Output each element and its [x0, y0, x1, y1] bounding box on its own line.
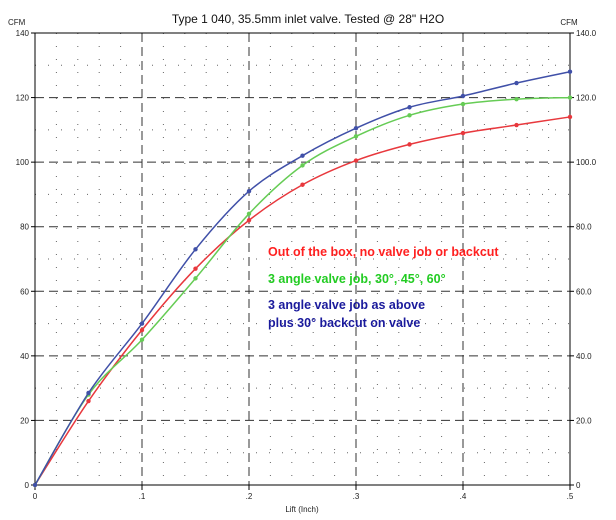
y-tick-label-left: 120: [16, 94, 30, 103]
series-3-point: [300, 153, 305, 158]
x-tick-label: 0: [33, 492, 38, 501]
series-2-point: [567, 95, 573, 100]
y-tick-label-right: 40.0: [576, 352, 592, 361]
x-tick-label: .4: [460, 492, 467, 501]
grid: [35, 33, 570, 485]
series-2-point: [139, 337, 145, 342]
y-tick-label-right: 100.0: [576, 158, 597, 167]
y-tick-label-left: 0: [25, 481, 30, 490]
y-tick-label-left: 40: [20, 352, 29, 361]
y-tick-label-right: 0: [576, 481, 581, 490]
legend-annotations: Out of the box, no valve job or backcut …: [268, 245, 499, 330]
y-tick-label-right: 20.0: [576, 416, 592, 425]
y-tick-label-right: 120.0: [576, 94, 597, 103]
x-tick-label: .1: [139, 492, 146, 501]
series-line-3: [34, 71, 571, 486]
series-1-point: [514, 122, 519, 128]
series-1-point: [246, 218, 252, 223]
series-3-point: [407, 105, 412, 110]
y-tick-label-left: 20: [20, 416, 29, 425]
series-1-point: [139, 327, 145, 333]
series-3-point: [193, 247, 198, 252]
series-1-point: [300, 182, 305, 187]
series-1-point: [460, 130, 466, 136]
series-2-point: [193, 276, 198, 281]
series-1-point: [353, 158, 359, 163]
series-line-1: [34, 116, 571, 486]
axis-ticks: 0.1.2.3.4.50 020 20.040 40.060 60.080 80.0100…: [16, 29, 597, 501]
annotation-three-angle: 3 angle valve job, 30°, 45°, 60°: [268, 272, 446, 286]
series-3-point: [567, 69, 573, 74]
series-1-point: [193, 266, 198, 271]
series-3-point: [353, 126, 359, 131]
x-axis-title: Lift (Inch): [285, 505, 319, 514]
series-2-point: [407, 113, 412, 118]
y-axis-title-right: CFM: [560, 18, 578, 27]
series-3-point: [246, 189, 252, 194]
series: [32, 69, 573, 488]
series-3-point: [86, 390, 91, 396]
x-tick-label: .5: [567, 492, 574, 501]
annotation-three-angle-backcut-line1: 3 angle valve job as above: [268, 298, 425, 312]
series-3-point: [139, 321, 145, 326]
y-tick-label-left: 100: [16, 158, 30, 167]
y-axis-title-left: CFM: [8, 18, 26, 27]
annotation-three-angle-backcut-line2: plus 30° backcut on valve: [268, 316, 420, 330]
series-line-2: [34, 96, 571, 486]
y-tick-label-right: 80.0: [576, 223, 592, 232]
chart-title: Type 1 040, 35.5mm inlet valve. Tested @…: [172, 12, 444, 26]
plot-frame: [34, 32, 571, 486]
y-tick-label-left: 60: [20, 287, 29, 296]
series-2-point: [514, 96, 519, 102]
series-2-point: [300, 163, 305, 168]
series-2-point: [460, 101, 466, 107]
series-3-point: [32, 482, 38, 488]
series-1-point: [86, 398, 91, 404]
y-tick-label-left: 80: [20, 223, 29, 232]
x-tick-label: .2: [246, 492, 253, 501]
y-tick-label-right: 60.0: [576, 287, 592, 296]
series-2-point: [353, 134, 359, 139]
y-tick-label-right: 140.0: [576, 29, 597, 38]
series-3-point: [460, 93, 466, 99]
annotation-out-of-box: Out of the box, no valve job or backcut: [268, 245, 499, 259]
x-tick-label: .3: [353, 492, 360, 501]
series-1-point: [567, 114, 573, 120]
series-1-point: [407, 142, 412, 147]
series-2-point: [246, 211, 252, 216]
series-3-point: [514, 80, 519, 86]
y-tick-label-left: 140: [16, 29, 30, 38]
